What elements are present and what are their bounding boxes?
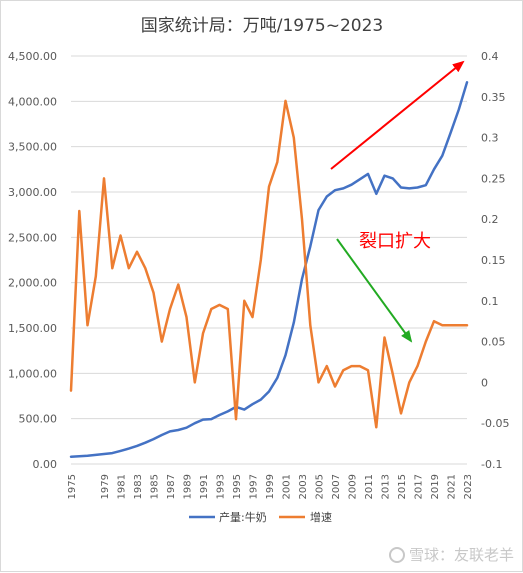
right-tick-label: -0.1 <box>481 458 502 471</box>
left-tick-label: 1,500.00 <box>8 322 57 335</box>
gridlines <box>71 55 467 465</box>
legend-label-milk: 产量:牛奶 <box>219 510 267 524</box>
left-tick-label: 3,500.00 <box>8 141 57 154</box>
left-tick-label: 1,000.00 <box>8 367 57 380</box>
right-tick-label: -0.05 <box>481 417 509 430</box>
chart-title: 国家统计局：万吨/1975~2023 <box>141 16 384 36</box>
x-tick-label: 1979 <box>100 474 111 499</box>
x-tick-label: 2017 <box>414 474 425 499</box>
x-tick-label: 2015 <box>397 474 408 499</box>
x-tick-label: 2009 <box>348 474 359 499</box>
x-tick-label: 1983 <box>133 474 144 499</box>
x-tick-label: 1997 <box>249 474 260 499</box>
milk-production-line <box>69 81 469 458</box>
left-tick-label: 2,500.00 <box>8 231 57 244</box>
x-tick-label: 2021 <box>447 474 458 499</box>
x-tick-label: 1975 <box>67 474 78 499</box>
right-tick-label: 0.35 <box>481 91 506 104</box>
x-tick-label: 1985 <box>150 474 161 499</box>
legend-label-growth: 增速 <box>310 510 332 524</box>
snowball-logo-icon <box>388 547 405 563</box>
right-tick-label: 0.4 <box>481 50 499 63</box>
right-tick-label: 0 <box>481 376 488 389</box>
left-tick-label: 2,000.00 <box>8 277 57 290</box>
series-layer <box>69 81 469 458</box>
x-tick-label: 1981 <box>117 474 128 499</box>
annotation-text: 裂口扩大 <box>359 231 431 252</box>
right-tick-label: 0.2 <box>481 213 499 226</box>
x-tick-label: 1993 <box>216 474 227 499</box>
right-tick-label: 0.05 <box>481 336 506 349</box>
x-tick-label: 1995 <box>232 474 243 499</box>
right-tick-label: 0.15 <box>481 254 506 267</box>
left-tick-label: 4,000.00 <box>8 95 57 108</box>
right-tick-label: 0.3 <box>481 132 499 145</box>
x-tick-label: 1989 <box>183 474 194 499</box>
right-axis-ticks: -0.1 -0.05 0 0.05 0.1 0.15 0.2 0.25 0.3 0.35 0.4 <box>481 50 509 471</box>
x-tick-label: 2019 <box>430 474 441 499</box>
right-tick-label: 0.1 <box>481 295 499 308</box>
left-tick-label: 0.00 <box>33 458 58 471</box>
legend: 产量:牛奶 增速 <box>189 510 332 524</box>
x-tick-label: 2001 <box>282 474 293 499</box>
x-tick-label: 2011 <box>364 474 375 499</box>
watermark-text: 雪球：友联老羊 <box>408 546 514 564</box>
left-tick-label: 3,000.00 <box>8 186 57 199</box>
watermark: 雪球：友联老羊 <box>388 544 514 565</box>
left-tick-label: 500.00 <box>19 413 58 426</box>
x-tick-label: 1991 <box>199 474 210 499</box>
left-axis-ticks: 0.00 500.00 1,000.00 1,500.00 2,000.00 2,500.… <box>8 50 57 471</box>
red-arrow <box>330 60 465 170</box>
x-axis-ticks: 1975 1979 1981 1983 1985 1987 1989 1991 1993 1995… <box>67 474 474 499</box>
left-tick-label: 4,500.00 <box>8 50 57 63</box>
green-arrow <box>336 238 413 343</box>
x-tick-label: 2007 <box>331 474 342 499</box>
x-tick-label: 1999 <box>265 474 276 499</box>
x-tick-label: 2023 <box>463 474 474 499</box>
x-tick-label: 2005 <box>315 474 326 499</box>
x-tick-label: 2003 <box>298 474 309 499</box>
x-tick-label: 2013 <box>381 474 392 499</box>
right-tick-label: 0.25 <box>481 172 506 185</box>
growth-rate-line <box>69 99 469 429</box>
x-tick-label: 1987 <box>166 474 177 499</box>
